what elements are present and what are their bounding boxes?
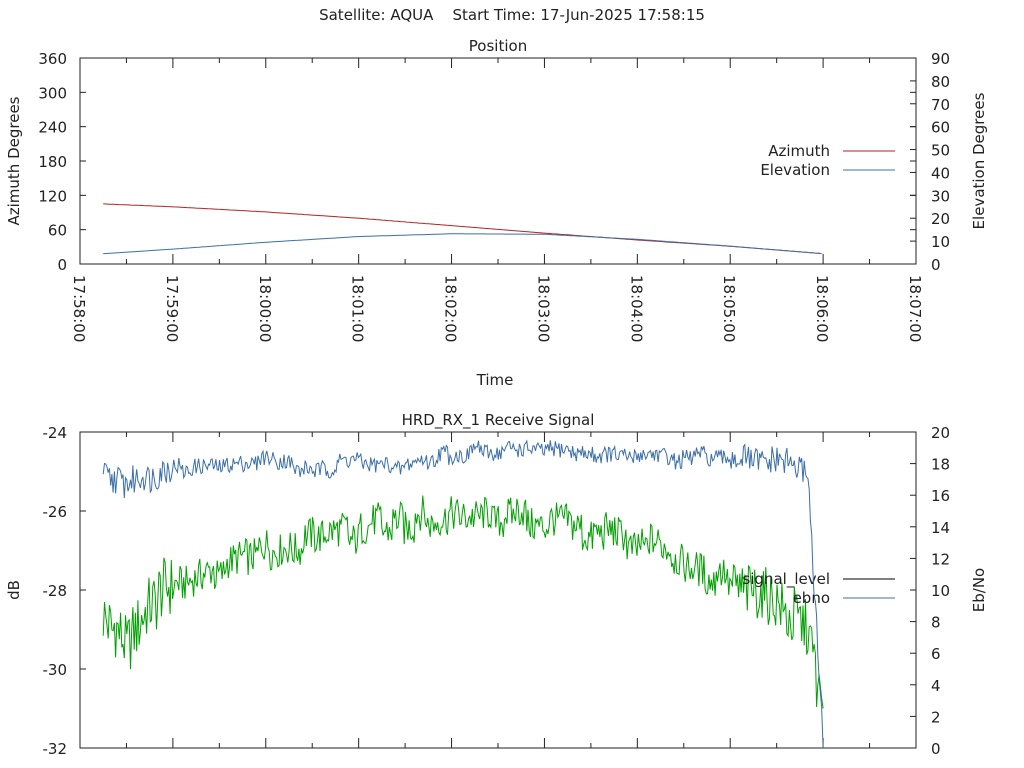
y-tick-label-left: 180	[38, 153, 67, 171]
y-tick-label-right: 60	[931, 119, 950, 137]
y-tick-label-left: 360	[38, 50, 67, 68]
y-tick-label-right: 70	[931, 96, 950, 114]
y-tick-label-left: -24	[43, 424, 68, 442]
x-tick-label: 18:03:00	[534, 275, 552, 342]
y-tick-label-left: 120	[38, 187, 67, 205]
x-tick-label: 18:02:00	[442, 275, 460, 342]
x-tick-label: 18:05:00	[720, 275, 738, 342]
y-tick-label-right: 6	[931, 645, 941, 663]
plot-frame	[79, 431, 917, 749]
legend-label-azimuth: Azimuth	[768, 142, 830, 160]
y-tick-label-right: 10	[931, 233, 950, 251]
position-chart: Position36030024018012060090807060504030…	[5, 37, 988, 389]
x-tick-label: 17:59:00	[163, 275, 181, 342]
y-tick-label-left: 0	[57, 256, 67, 274]
y-tick-label-right: 90	[931, 50, 950, 68]
y-tick-label-left: 240	[38, 119, 67, 137]
y-tick-label-right: 30	[931, 187, 950, 205]
y-tick-label-right: 20	[931, 424, 950, 442]
series-line-elevation	[103, 233, 822, 255]
y-tick-label-right: 10	[931, 582, 950, 600]
y-tick-label-right: 50	[931, 142, 950, 160]
page-title: Satellite: AQUA Start Time: 17-Jun-2025 …	[319, 6, 705, 24]
y-tick-label-left: 300	[38, 84, 67, 102]
y-tick-label-left: -26	[43, 503, 68, 521]
x-tick-label: 17:58:00	[70, 275, 88, 342]
legend-label-signal-level: signal_level	[742, 570, 830, 589]
x-tick-label: 18:00:00	[256, 275, 274, 342]
chart-title: HRD_RX_1 Receive Signal	[402, 411, 595, 430]
y-tick-label-right: 4	[931, 677, 941, 695]
y-tick-label-right: 0	[931, 740, 941, 758]
y-axis-label-right: Eb/No	[970, 568, 988, 612]
y-tick-label-left: 60	[48, 222, 67, 240]
x-tick-label: 18:01:00	[349, 275, 367, 342]
series-line-signal-level	[102, 495, 824, 709]
series-line-ebno	[102, 439, 824, 749]
y-tick-label-right: 2	[931, 708, 941, 726]
y-tick-label-left: -28	[43, 582, 68, 600]
x-tick-label: 18:04:00	[627, 275, 645, 342]
y-tick-label-right: 0	[931, 256, 941, 274]
y-tick-label-right: 12	[931, 550, 950, 568]
y-tick-label-left: -30	[43, 661, 68, 679]
x-tick-label: 18:07:00	[906, 275, 924, 342]
y-tick-label-right: 18	[931, 456, 950, 474]
chart-title: Position	[469, 37, 527, 55]
y-axis-label-right: Elevation Degrees	[970, 92, 988, 229]
legend-label-ebno: ebno	[793, 589, 830, 607]
y-tick-label-right: 8	[931, 614, 941, 632]
y-tick-label-left: -32	[43, 740, 68, 758]
y-tick-label-right: 14	[931, 519, 950, 537]
x-tick-label: 18:06:00	[813, 275, 831, 342]
y-tick-label-right: 16	[931, 487, 950, 505]
y-tick-label-right: 40	[931, 164, 950, 182]
y-axis-label-left: dB	[5, 580, 23, 600]
legend-label-elevation: Elevation	[760, 161, 830, 179]
y-axis-label-left: Azimuth Degrees	[5, 96, 23, 225]
y-tick-label-right: 80	[931, 73, 950, 91]
y-tick-label-right: 20	[931, 210, 950, 228]
x-axis-label: Time	[476, 371, 514, 389]
